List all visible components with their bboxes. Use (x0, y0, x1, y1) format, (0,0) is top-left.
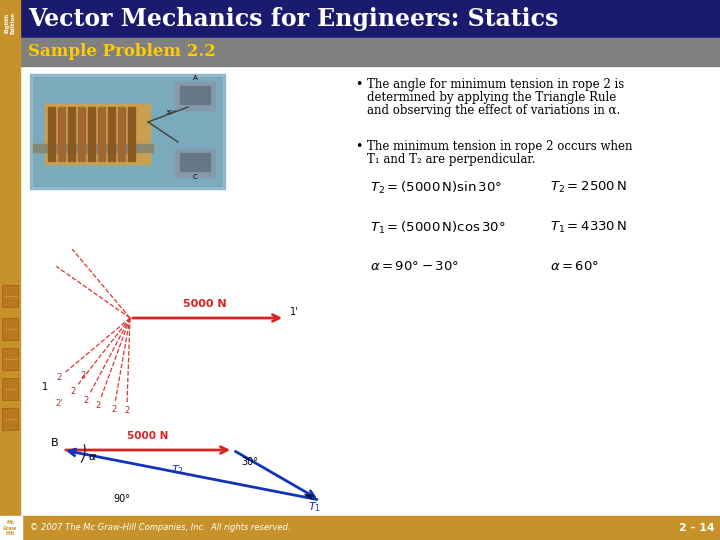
Bar (98, 107, 105, 161)
Text: 2 - 14: 2 - 14 (679, 523, 715, 533)
Text: A: A (193, 75, 198, 81)
Text: The angle for minimum tension in rope 2 is: The angle for minimum tension in rope 2 … (367, 78, 624, 91)
Text: The minimum tension in rope 2 occurs when: The minimum tension in rope 2 occurs whe… (367, 140, 632, 153)
Bar (78, 107, 85, 161)
Bar (2, 318, 18, 340)
Text: $T_1 = (5000\,\mathrm{N})\cos 30°$: $T_1 = (5000\,\mathrm{N})\cos 30°$ (370, 220, 505, 236)
Text: 90°: 90° (113, 494, 130, 504)
Text: •: • (355, 78, 362, 91)
Text: $\alpha$: $\alpha$ (88, 452, 97, 462)
Text: 2: 2 (111, 405, 117, 414)
Bar (32, 76, 223, 187)
Text: 2: 2 (96, 401, 101, 410)
Text: $T_2 = (5000\,\mathrm{N})\sin 30°$: $T_2 = (5000\,\mathrm{N})\sin 30°$ (370, 180, 502, 196)
Bar (2, 408, 18, 430)
Text: 30°: 30° (241, 457, 258, 467)
Bar (0, 0, 20, 540)
Text: and observing the effect of variations in α.: and observing the effect of variations i… (367, 104, 620, 117)
Bar (20, 0, 720, 38)
Text: •: • (355, 140, 362, 153)
Text: determined by applying the Triangle Rule: determined by applying the Triangle Rule (367, 91, 616, 104)
Text: 1': 1' (290, 307, 299, 317)
Bar (2, 378, 18, 400)
Text: T₁ and T₂ are perpendicular.: T₁ and T₂ are perpendicular. (367, 153, 536, 166)
Text: B: B (51, 438, 59, 448)
Bar (58, 107, 65, 161)
Text: Mc
Graw
Hill: Mc Graw Hill (3, 520, 17, 536)
Text: 2: 2 (84, 396, 89, 404)
Bar (2, 348, 18, 370)
Text: 5000 N: 5000 N (127, 431, 168, 441)
Bar (48, 107, 55, 161)
Text: $\alpha = 60°$: $\alpha = 60°$ (550, 260, 599, 273)
Text: 2: 2 (124, 407, 130, 415)
Text: $T_2 = 2500\,\mathrm{N}$: $T_2 = 2500\,\mathrm{N}$ (550, 180, 627, 195)
Bar (180, 153, 210, 171)
Text: Eighth
Edition: Eighth Edition (4, 12, 15, 34)
Bar (30, 74, 225, 189)
Text: $T_1 = 4330\,\mathrm{N}$: $T_1 = 4330\,\mathrm{N}$ (550, 220, 627, 235)
Bar (175, 149, 215, 177)
Bar (45, 104, 150, 164)
Text: $T_1$: $T_1$ (308, 500, 321, 514)
Text: 30°: 30° (166, 110, 177, 115)
Text: $T_2$: $T_2$ (171, 463, 184, 477)
Text: 2: 2 (56, 373, 61, 382)
Bar (33, 144, 153, 152)
Bar (180, 86, 210, 104)
Text: 2: 2 (70, 387, 76, 396)
Text: © 2007 The Mc Graw-Hill Companies, Inc.  All rights reserved.: © 2007 The Mc Graw-Hill Companies, Inc. … (30, 523, 291, 532)
Bar (118, 107, 125, 161)
Text: $\alpha = 90° - 30°$: $\alpha = 90° - 30°$ (370, 260, 459, 273)
Bar (33, 77, 222, 186)
Text: Vector Mechanics for Engineers: Statics: Vector Mechanics for Engineers: Statics (28, 7, 559, 31)
Bar (0, 516, 22, 540)
Bar (108, 107, 115, 161)
Text: 1: 1 (42, 382, 48, 392)
Text: 2: 2 (80, 371, 85, 380)
Text: 5000 N: 5000 N (183, 299, 227, 309)
Bar (2, 285, 18, 307)
Bar (175, 82, 215, 110)
Bar (20, 38, 720, 66)
Bar (0, 516, 720, 540)
Text: 2': 2' (55, 399, 63, 408)
Bar (68, 107, 75, 161)
Text: Sample Problem 2.2: Sample Problem 2.2 (28, 44, 216, 60)
Bar (88, 107, 95, 161)
Bar (128, 107, 135, 161)
Text: C: C (193, 174, 198, 180)
